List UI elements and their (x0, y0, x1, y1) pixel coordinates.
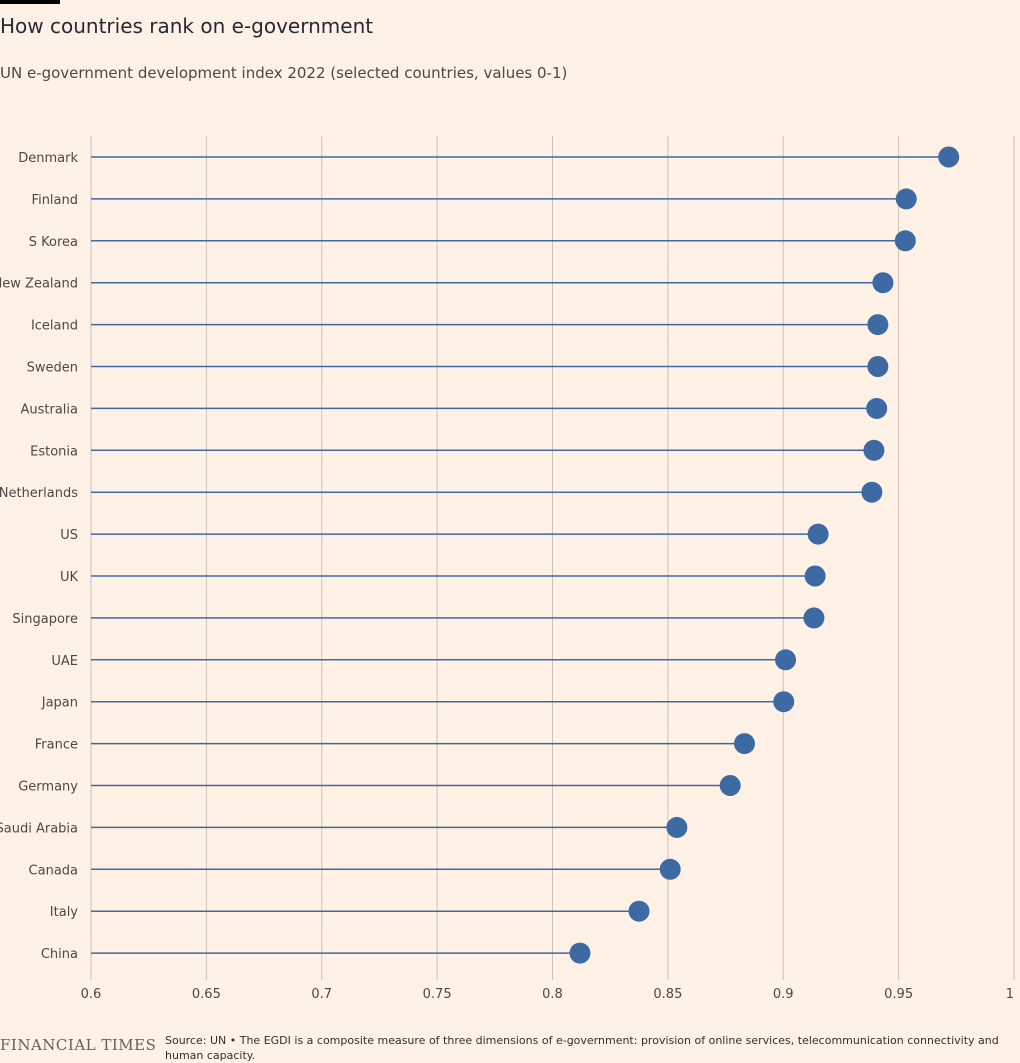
category-label: Canada (29, 863, 78, 878)
data-point (659, 858, 681, 880)
data-point (775, 649, 797, 671)
data-point (938, 146, 960, 168)
data-point (804, 565, 826, 587)
ft-logo: FINANCIAL TIMES (0, 1036, 157, 1054)
category-label: Iceland (31, 319, 78, 334)
category-label: New Zealand (0, 277, 78, 292)
data-point (894, 230, 916, 252)
category-label: Australia (20, 402, 78, 417)
x-tick-label: 0.85 (653, 987, 682, 1002)
category-label: UAE (51, 654, 78, 669)
category-label: China (41, 947, 78, 962)
x-tick-label: 1 (1006, 987, 1014, 1002)
category-label: Netherlands (0, 486, 78, 501)
data-point (867, 314, 889, 336)
data-point (895, 188, 917, 210)
data-point (866, 397, 888, 419)
category-label: S Korea (29, 235, 78, 250)
x-tick-label: 0.6 (81, 987, 102, 1002)
data-point (861, 481, 883, 503)
category-label: Singapore (12, 612, 78, 627)
source-note: Source: UN • The EGDI is a composite mea… (165, 1034, 999, 1062)
data-point (733, 733, 755, 755)
chart-subtitle: UN e-government development index 2022 (… (0, 64, 568, 82)
data-point (666, 816, 688, 838)
category-label: Denmark (18, 151, 78, 166)
data-point (773, 691, 795, 713)
category-label: Germany (18, 780, 78, 795)
category-label: Japan (41, 696, 78, 711)
x-tick-label: 0.75 (423, 987, 452, 1002)
data-point (719, 775, 741, 796)
category-label: France (35, 738, 78, 753)
x-tick-label: 0.9 (773, 987, 794, 1002)
category-label: US (60, 528, 78, 543)
data-point (872, 272, 894, 294)
data-point (569, 942, 591, 964)
data-point (867, 356, 889, 377)
x-tick-label: 0.95 (884, 987, 913, 1002)
data-point (803, 607, 825, 629)
data-point (807, 523, 829, 545)
data-point (863, 439, 885, 461)
x-tick-label: 0.8 (542, 987, 563, 1002)
x-tick-label: 0.7 (311, 987, 332, 1002)
chart-title: How countries rank on e-government (0, 14, 374, 38)
x-tick-label: 0.65 (192, 987, 221, 1002)
data-point (628, 900, 650, 922)
brand-bar (0, 0, 60, 4)
category-label: Italy (50, 905, 79, 920)
category-label: UK (60, 570, 79, 585)
category-label: Estonia (30, 444, 78, 459)
category-label: Saudi Arabia (0, 821, 78, 836)
category-label: Sweden (27, 361, 78, 376)
category-label: Finland (32, 193, 78, 208)
